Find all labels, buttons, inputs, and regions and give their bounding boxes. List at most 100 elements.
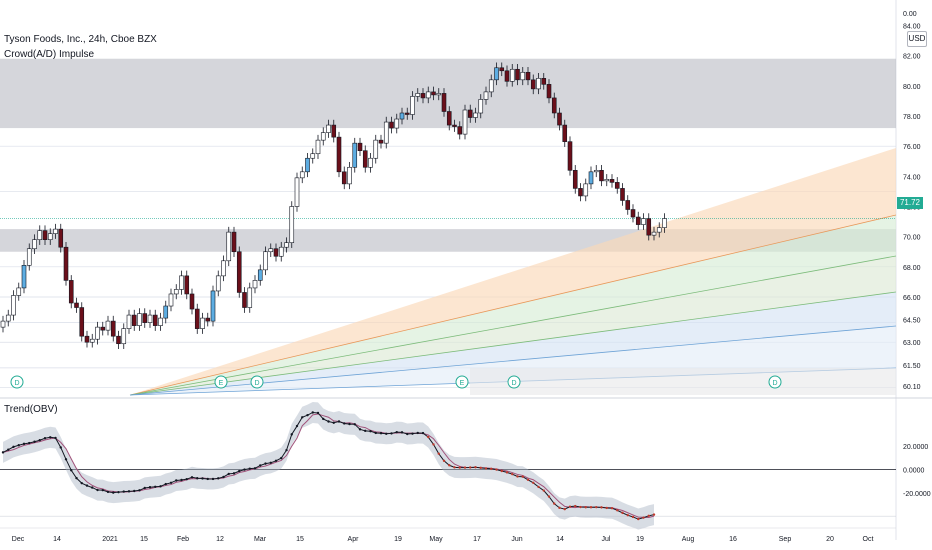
candle-body (625, 200, 631, 210)
obv-point (264, 462, 267, 465)
obv-point (479, 466, 482, 470)
obv-point (605, 506, 608, 510)
candle-body (441, 93, 447, 112)
candle-body (16, 287, 22, 296)
obv-point (274, 459, 278, 463)
obv-point (295, 424, 299, 428)
candle-body (641, 218, 646, 225)
last-price-tag: 71.72 (897, 197, 923, 209)
obv-point (600, 506, 603, 509)
candle-body (63, 246, 69, 281)
time-tick-label: Feb (177, 536, 189, 543)
obv-point (416, 431, 419, 435)
candle-body (53, 228, 58, 234)
candle-body (37, 230, 43, 240)
obv-point (505, 471, 509, 474)
obv-tick-label: 0.0000 (903, 467, 925, 474)
price-tick-label: 74.00 (903, 174, 921, 181)
event-marker[interactable]: D (768, 375, 782, 389)
candle-body (58, 228, 64, 248)
obv-point (621, 511, 624, 515)
obv-point (500, 469, 503, 473)
fan-zone (130, 148, 896, 395)
candle-body (488, 79, 494, 93)
event-marker-circle (768, 375, 782, 389)
obv-point (227, 472, 230, 476)
obv-point (495, 468, 498, 471)
obv-point (537, 485, 540, 489)
price-tick-label: 61.50 (903, 363, 921, 370)
time-tick-label: Jul (602, 536, 611, 543)
candle-body (373, 139, 379, 159)
obv-point (175, 479, 178, 482)
time-tick-label: Mar (254, 536, 267, 543)
candle-body (189, 293, 195, 310)
event-marker[interactable]: E (214, 375, 228, 389)
candle-body (147, 314, 153, 323)
candle-body (378, 139, 384, 144)
candle-body (331, 124, 337, 138)
candle-body (68, 280, 74, 304)
obv-point (12, 445, 15, 449)
obv-point (159, 485, 162, 488)
obv-point (448, 464, 451, 467)
time-tick-label: Apr (348, 536, 360, 543)
time-tick-label: 2021 (102, 536, 118, 543)
obv-point (332, 421, 335, 424)
event-marker[interactable]: D (507, 375, 521, 389)
obv-tick-label: -20.0000 (903, 491, 931, 498)
obv-point (437, 452, 440, 455)
candle-body (399, 112, 405, 120)
candle-body (0, 320, 6, 328)
candle-body (452, 124, 457, 127)
obv-point (64, 458, 68, 461)
obv-point (311, 411, 314, 414)
event-marker[interactable]: D (10, 375, 24, 389)
event-marker[interactable]: E (455, 375, 469, 389)
symbol-title: Tyson Foods, Inc., 24h, Cboe BZX (4, 34, 157, 45)
obv-point (474, 466, 477, 469)
obv-point (547, 495, 551, 498)
event-marker[interactable]: D (250, 375, 264, 389)
obv-point (259, 464, 262, 467)
candle-body (326, 124, 331, 133)
candle-body (525, 71, 531, 81)
candle-body (604, 179, 610, 182)
candle-body (11, 295, 16, 316)
obv-point (22, 442, 26, 446)
obv-point (400, 431, 404, 434)
candle-body (299, 171, 305, 179)
obv-point (290, 433, 293, 436)
obv-point (154, 485, 157, 488)
candle-body (420, 93, 426, 99)
candle-body (662, 218, 667, 228)
obv-point (574, 504, 577, 508)
candle-body (394, 118, 400, 129)
obv-point (322, 417, 325, 421)
obv-point (80, 481, 83, 485)
obv-point (526, 478, 530, 481)
obv-point (427, 435, 430, 439)
candle-body (289, 206, 295, 243)
obv-point (59, 446, 62, 449)
currency-badge[interactable]: USD (907, 31, 927, 47)
candle-body (546, 84, 552, 99)
obv-point (521, 475, 524, 478)
price-tick-label: 82.00 (903, 54, 921, 61)
obv-point (269, 461, 272, 464)
candle-body (415, 93, 421, 97)
candle-body (210, 290, 216, 322)
obv-point (33, 440, 36, 443)
candle-body (200, 317, 205, 329)
candle-body (26, 248, 32, 266)
obv-point (453, 466, 456, 469)
obv-point (458, 466, 461, 469)
candle-body (341, 171, 347, 185)
price-tick-label: 80.00 (903, 84, 921, 91)
obv-point (196, 477, 199, 480)
time-tick-label: 15 (296, 536, 304, 543)
candle-body (284, 242, 289, 248)
obv-point (610, 506, 614, 510)
obv-point (563, 507, 566, 511)
